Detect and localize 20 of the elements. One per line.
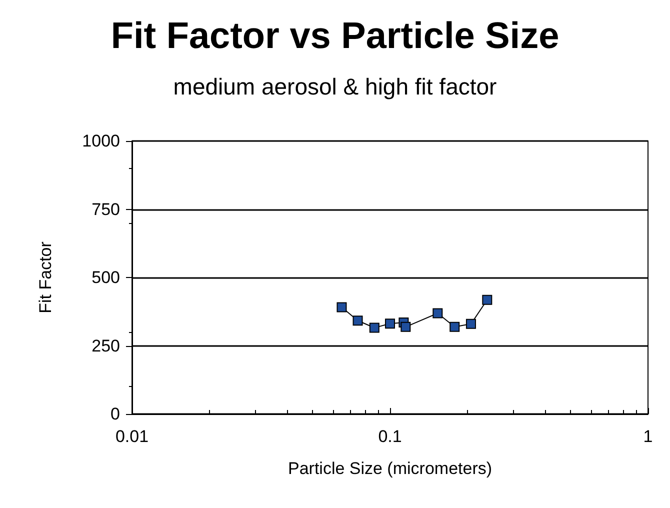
point	[450, 322, 460, 332]
point	[385, 318, 395, 329]
x-tick-label: 0.01	[115, 427, 149, 446]
y-tick-label: 500	[92, 268, 120, 287]
point	[369, 322, 380, 333]
y-tick-label: 750	[92, 200, 120, 219]
point	[352, 316, 363, 326]
y-axis-title: Fit Factor	[36, 241, 55, 314]
x-axis-title: Particle Size (micrometers)	[288, 459, 492, 478]
y-tick-label: 1000	[82, 132, 120, 150]
chart-subtitle: medium aerosol & high fit factor	[173, 74, 498, 100]
y-tick-label: 0	[110, 404, 120, 424]
y-tick-label: 250	[92, 336, 120, 356]
x-tick-label: 1	[643, 427, 653, 446]
point	[432, 308, 443, 318]
x-tick-label: 0.1	[378, 427, 402, 446]
point	[336, 302, 347, 312]
chart-title: Fit Factor vs Particle Size	[110, 15, 560, 56]
point	[466, 318, 476, 329]
point	[482, 294, 492, 305]
